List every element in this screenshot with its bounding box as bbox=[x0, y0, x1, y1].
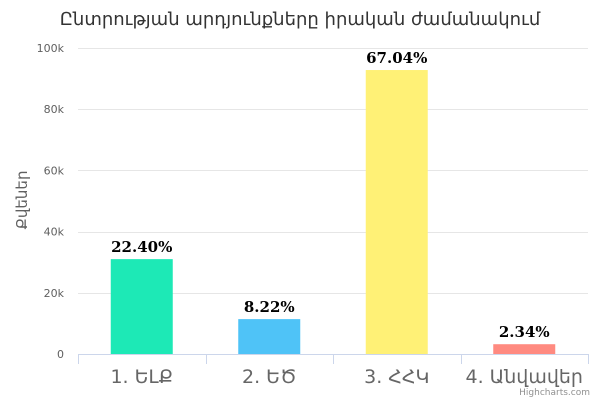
y-axis-title: Քվեներ bbox=[13, 171, 31, 230]
x-category-label: 3. ՀՀԿ bbox=[364, 366, 429, 388]
chart-title: Ընտրության արդյունքները իրական ժամանակու… bbox=[60, 9, 541, 30]
bar[interactable] bbox=[110, 259, 173, 354]
data-label: 22.40% bbox=[111, 238, 172, 256]
x-category-label: 2. ԵԾ bbox=[242, 366, 296, 388]
axes: 0 20k 40k 60k 80k 100k 1. ԵԼՔ 2. ԵԾ 3. ՀՀԿ 4. Անվ… bbox=[37, 42, 589, 388]
x-category-label: 4. Անվավեր bbox=[466, 366, 583, 388]
bar[interactable] bbox=[238, 319, 301, 354]
data-label: 2.34% bbox=[499, 323, 550, 341]
y-tick-label: 20k bbox=[44, 287, 65, 300]
y-tick-label: 40k bbox=[44, 226, 65, 239]
y-tick-label: 80k bbox=[44, 103, 65, 116]
bar[interactable] bbox=[365, 70, 428, 355]
data-label: 8.22% bbox=[244, 298, 295, 316]
credits-link[interactable]: Highcharts.com bbox=[519, 388, 590, 398]
data-label: 67.04% bbox=[366, 49, 427, 67]
data-labels: 22.40% 8.22% 67.04% 2.34% bbox=[111, 49, 550, 341]
bars bbox=[110, 70, 556, 355]
y-tick-label: 0 bbox=[57, 348, 64, 361]
y-tick-label: 60k bbox=[44, 164, 65, 177]
y-tick-label: 100k bbox=[37, 42, 65, 55]
x-category-label: 1. ԵԼՔ bbox=[110, 366, 173, 388]
grid-lines bbox=[78, 48, 588, 294]
bar[interactable] bbox=[493, 344, 556, 354]
